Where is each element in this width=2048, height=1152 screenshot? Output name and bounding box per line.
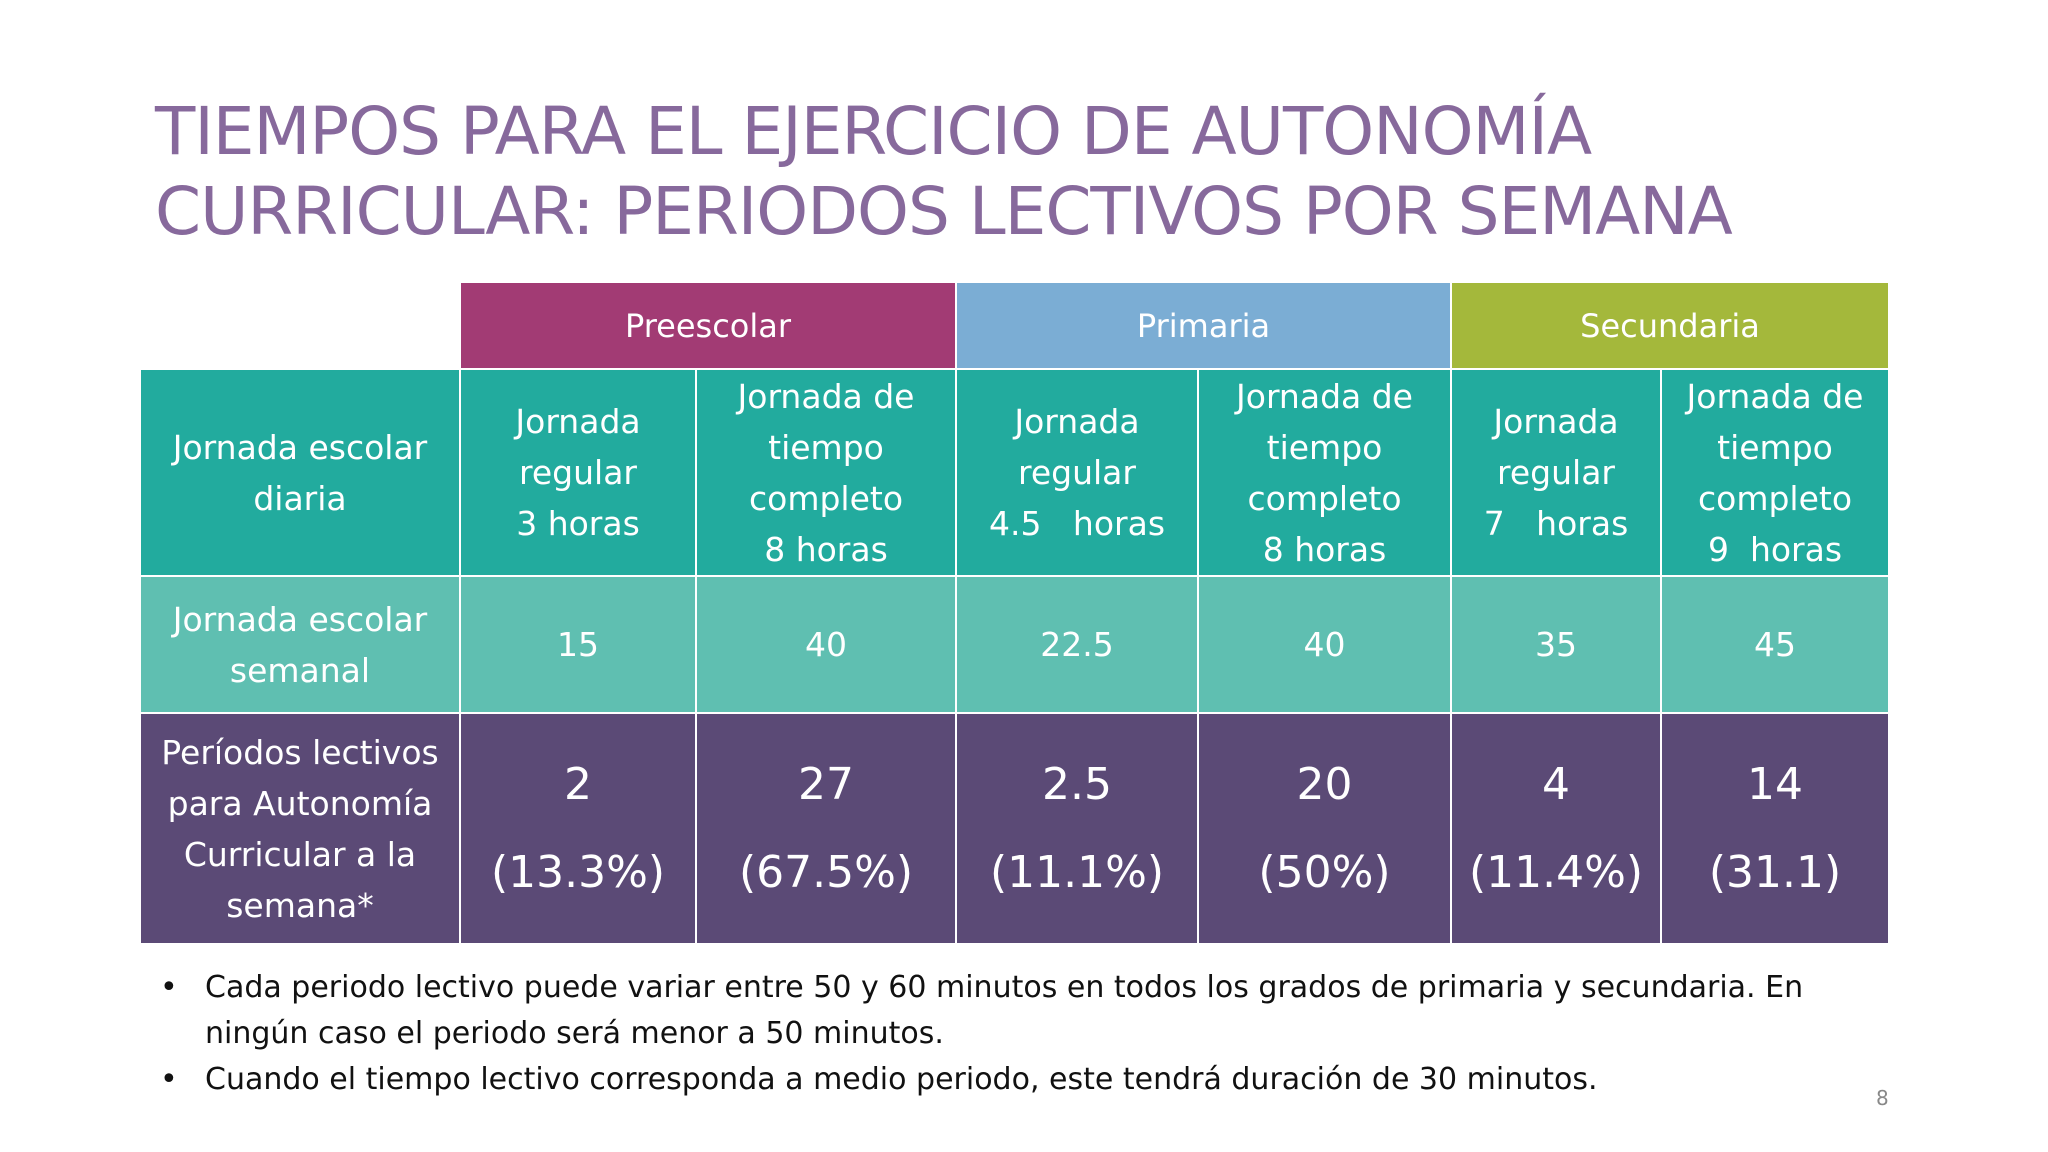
slide-title: TIEMPOS PARA EL EJERCICIO DE AUTONOMÍA C…: [155, 93, 1733, 250]
note: Cuando el tiempo lectivo corresponda a m…: [160, 1057, 1880, 1103]
table-cell: Jornada de tiempo completo 8 horas: [697, 370, 957, 577]
table-cell: Jornada de tiempo completo 9 horas: [1662, 370, 1890, 577]
table-cell: 20 (50%): [1199, 714, 1452, 945]
table-cell: Jornada regular 3 horas: [461, 370, 697, 577]
table-cell: Jornada regular 7 horas: [1452, 370, 1662, 577]
page-number: 8: [1876, 1086, 1889, 1110]
group-header: Secundaria: [1452, 283, 1890, 370]
table-cell: 15: [461, 577, 697, 714]
table-cell: 27 (67.5%): [697, 714, 957, 945]
table-cell: 40: [697, 577, 957, 714]
table-cell: 2.5 (11.1%): [957, 714, 1199, 945]
table-cell: Jornada regular 4.5 horas: [957, 370, 1199, 577]
note: Cada periodo lectivo puede variar entre …: [160, 965, 1880, 1057]
table-cell: Jornada de tiempo completo 8 horas: [1199, 370, 1452, 577]
group-header: Preescolar: [461, 283, 957, 370]
table-cell: 14 (31.1): [1662, 714, 1890, 945]
row-header: Jornada escolar semanal: [141, 577, 461, 714]
row-header: Períodos lectivos para Autonomía Curricu…: [141, 714, 461, 945]
notes: Cada periodo lectivo puede variar entre …: [160, 965, 1880, 1103]
row-header: Jornada escolar diaria: [141, 370, 461, 577]
table-cell: 40: [1199, 577, 1452, 714]
group-header: Primaria: [957, 283, 1452, 370]
table-cell: 45: [1662, 577, 1890, 714]
table-cell: 2 (13.3%): [461, 714, 697, 945]
table-cell: 4 (11.4%): [1452, 714, 1662, 945]
table-cell: 35: [1452, 577, 1662, 714]
table-cell: 22.5: [957, 577, 1199, 714]
